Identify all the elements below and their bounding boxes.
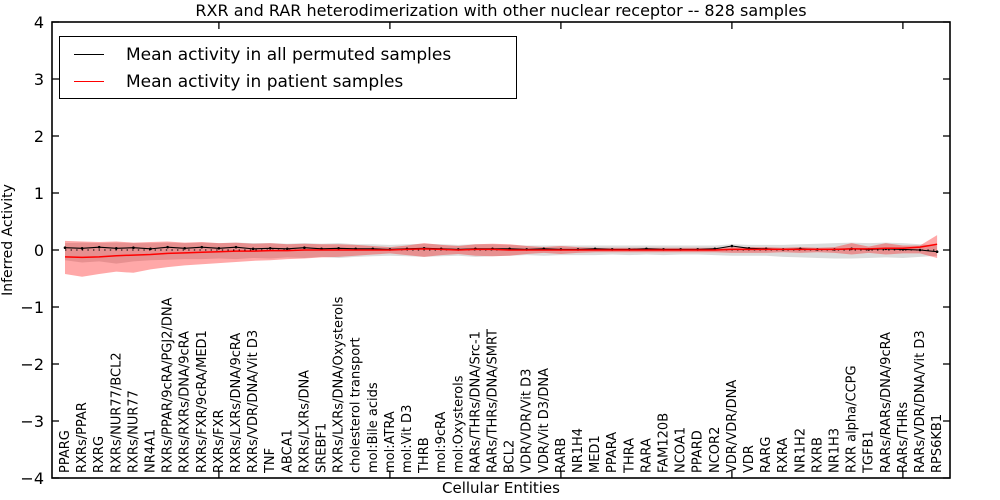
x-tick-label: NR1H2 (793, 428, 808, 473)
x-tick-label: RXRs/RXRs/DNA/9cRA (178, 331, 193, 473)
series-marker (286, 247, 289, 251)
y-tick-label: 3 (34, 70, 44, 89)
series-marker (166, 245, 169, 249)
x-tick-label: THRB (417, 437, 432, 474)
legend-entry-permuted: Mean activity in all permuted samples (60, 41, 516, 68)
series-marker (268, 246, 272, 250)
series-marker (303, 246, 306, 250)
x-tick-label: RARs/THRs (896, 402, 911, 473)
x-axis-label: Cellular Entities (442, 479, 560, 497)
x-tick-label: PPARD (691, 430, 706, 473)
series-marker (97, 245, 101, 249)
legend-label-permuted: Mean activity in all permuted samples (126, 44, 452, 65)
y-tick-label: 0 (34, 241, 44, 260)
series-marker (217, 246, 221, 250)
x-tick-label: TGFB1 (862, 430, 877, 474)
x-tick-label: VDR/VDR/Vit D3 (520, 369, 535, 473)
series-marker (234, 245, 238, 249)
x-tick-label: RARs/THRs/DNA/SMRT (486, 329, 501, 473)
y-tick-label: −2 (20, 355, 44, 374)
y-tick-label: 4 (34, 13, 44, 32)
series-line-1 (64, 243, 938, 259)
x-tick-label: mol:Bile acids (366, 382, 381, 473)
x-tick-label: PPARA (605, 432, 620, 473)
legend-line-sample-red (74, 81, 104, 82)
x-tick-label: RXRs/LXRs/DNA (297, 370, 312, 473)
x-tick-label: SREBF1 (315, 423, 330, 473)
band-1 (65, 235, 938, 277)
series-marker (132, 246, 135, 250)
series-marker (183, 246, 186, 250)
x-tick-label: NR4A1 (144, 429, 159, 473)
x-tick-label: NCOA1 (674, 427, 689, 473)
x-tick-label: RARG (759, 436, 774, 473)
series-marker (251, 247, 255, 251)
x-tick-label: NR1H3 (828, 428, 843, 473)
x-tick-label: RXRs/LXRs/DNA/9cRA (229, 333, 244, 473)
x-tick-label: mol:ATRA (383, 411, 398, 473)
series-marker (337, 246, 340, 250)
x-tick-label: ABCA1 (280, 429, 295, 473)
x-tick-label: VDR/Vit D3/DNA (537, 368, 552, 473)
x-tick-label: THRA (622, 438, 637, 474)
series-marker (200, 245, 204, 249)
x-tick-label: FAM120B (657, 413, 672, 473)
x-tick-label: RXRs/LXRs/DNA/Oxysterols (332, 296, 347, 473)
x-tick-label: RXRB (810, 437, 825, 473)
x-tick-label: RXRs/FXR (212, 409, 227, 473)
x-tick-label: RARs/RARs/DNA/9cRA (879, 332, 894, 473)
series-marker (918, 248, 922, 252)
x-tick-label: RARs/THRs/DNA/Src-1 (468, 331, 483, 473)
legend-entry-patient: Mean activity in patient samples (60, 68, 516, 95)
x-tick-label: RXRA (776, 438, 791, 473)
x-tick-label: VDR/VDR/DNA (725, 380, 740, 473)
x-tick-label: NR1H4 (571, 428, 586, 473)
series-marker (115, 246, 118, 250)
series-marker (935, 250, 939, 254)
legend: Mean activity in all permuted samples Me… (59, 36, 517, 99)
x-tick-label: RXR alpha/CCPG (845, 365, 860, 473)
x-tick-label: RPS6KB1 (930, 414, 945, 473)
legend-line-sample-black (74, 54, 104, 55)
x-tick-label: mol:Oxysterols (451, 375, 466, 473)
x-tick-label: BCL2 (503, 440, 518, 473)
x-tick-label: RARA (639, 438, 654, 473)
x-tick-label: TNF (263, 448, 278, 474)
y-tick-label: 2 (34, 127, 44, 146)
x-tick-label: NCOR2 (708, 427, 723, 473)
x-tick-label: RARs/VDR/DNA/Vit D3 (913, 330, 928, 473)
series-marker (80, 246, 84, 250)
y-tick-label: −4 (20, 469, 44, 488)
x-tick-label: RXRs/PPAR (75, 402, 90, 473)
x-tick-label: RXRs/VDR/DNA/Vit D3 (246, 330, 261, 473)
y-tick-label: 1 (34, 184, 44, 203)
x-tick-label: RXRG (92, 436, 107, 473)
x-tick-label: VDR (742, 445, 757, 473)
x-tick-label: RXRs/NUR77/BCL2 (109, 352, 124, 473)
y-tick-label: −1 (20, 298, 44, 317)
x-tick-label: MED1 (588, 435, 603, 473)
x-tick-label: cholesterol transport (349, 337, 364, 473)
series-marker (730, 244, 734, 248)
x-tick-label: mol:Vit D3 (400, 405, 415, 473)
x-tick-label: RARB (554, 438, 569, 473)
x-tick-label: PPARG (58, 430, 73, 473)
chart-title: RXR and RAR heterodimerization with othe… (195, 1, 807, 20)
x-tick-label: RXRs/PPAR/9cRA/PGJ2/DNA (161, 297, 176, 473)
x-tick-label: RXRs/NUR77 (126, 390, 141, 473)
legend-label-patient: Mean activity in patient samples (126, 71, 404, 92)
x-tick-label: mol:9cRA (434, 411, 449, 473)
series-marker (149, 247, 152, 251)
y-tick-label: −3 (20, 412, 44, 431)
x-tick-label: RXRs/FXR/9cRA/MED1 (195, 330, 210, 473)
series-marker (63, 246, 67, 250)
